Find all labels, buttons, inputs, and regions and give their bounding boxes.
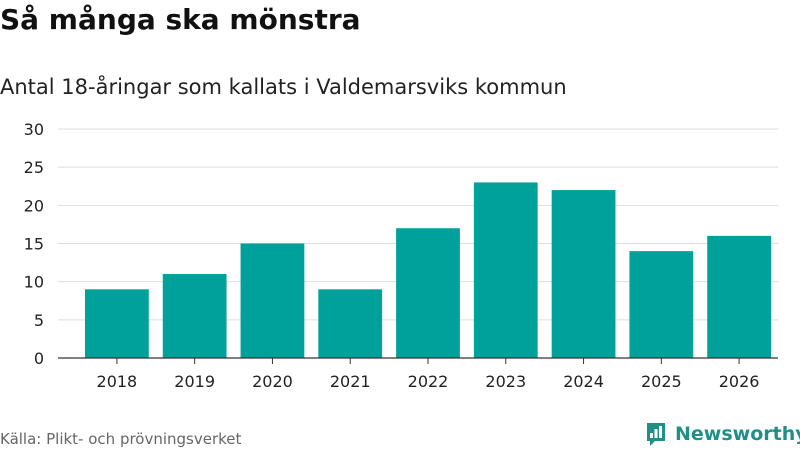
x-tick-label: 2026 — [719, 372, 760, 391]
y-tick-label: 30 — [24, 120, 44, 139]
y-tick-label: 15 — [24, 235, 44, 254]
x-tick-label: 2018 — [97, 372, 138, 391]
x-tick-label: 2024 — [563, 372, 604, 391]
bar — [707, 235, 771, 358]
bar — [318, 289, 383, 358]
bar — [629, 251, 694, 358]
bar — [473, 182, 538, 358]
y-tick-label: 0 — [34, 349, 44, 368]
source-note: Källa: Plikt- och prövningsverket — [0, 430, 242, 448]
brand-name: Newsworthy — [675, 423, 800, 445]
y-tick-label: 5 — [34, 311, 44, 330]
x-tick-label: 2021 — [330, 372, 371, 391]
chart-subtitle: Antal 18-åringar som kallats i Valdemars… — [0, 75, 567, 99]
x-tick-label: 2025 — [641, 372, 682, 391]
y-tick-label: 25 — [24, 158, 44, 177]
y-tick-label: 20 — [24, 196, 44, 215]
bar — [551, 190, 616, 358]
bar — [396, 228, 460, 358]
chart-title: Så många ska mönstra — [0, 3, 361, 36]
bar — [162, 274, 227, 358]
x-tick-label: 2019 — [174, 372, 215, 391]
newsworthy-logo: Newsworthy — [645, 420, 800, 448]
x-tick-label: 2020 — [252, 372, 293, 391]
newsworthy-icon — [647, 423, 665, 446]
bar — [85, 289, 149, 358]
x-tick-label: 2023 — [485, 372, 526, 391]
y-tick-label: 10 — [24, 273, 44, 292]
x-tick-label: 2022 — [408, 372, 449, 391]
bar — [240, 243, 305, 358]
